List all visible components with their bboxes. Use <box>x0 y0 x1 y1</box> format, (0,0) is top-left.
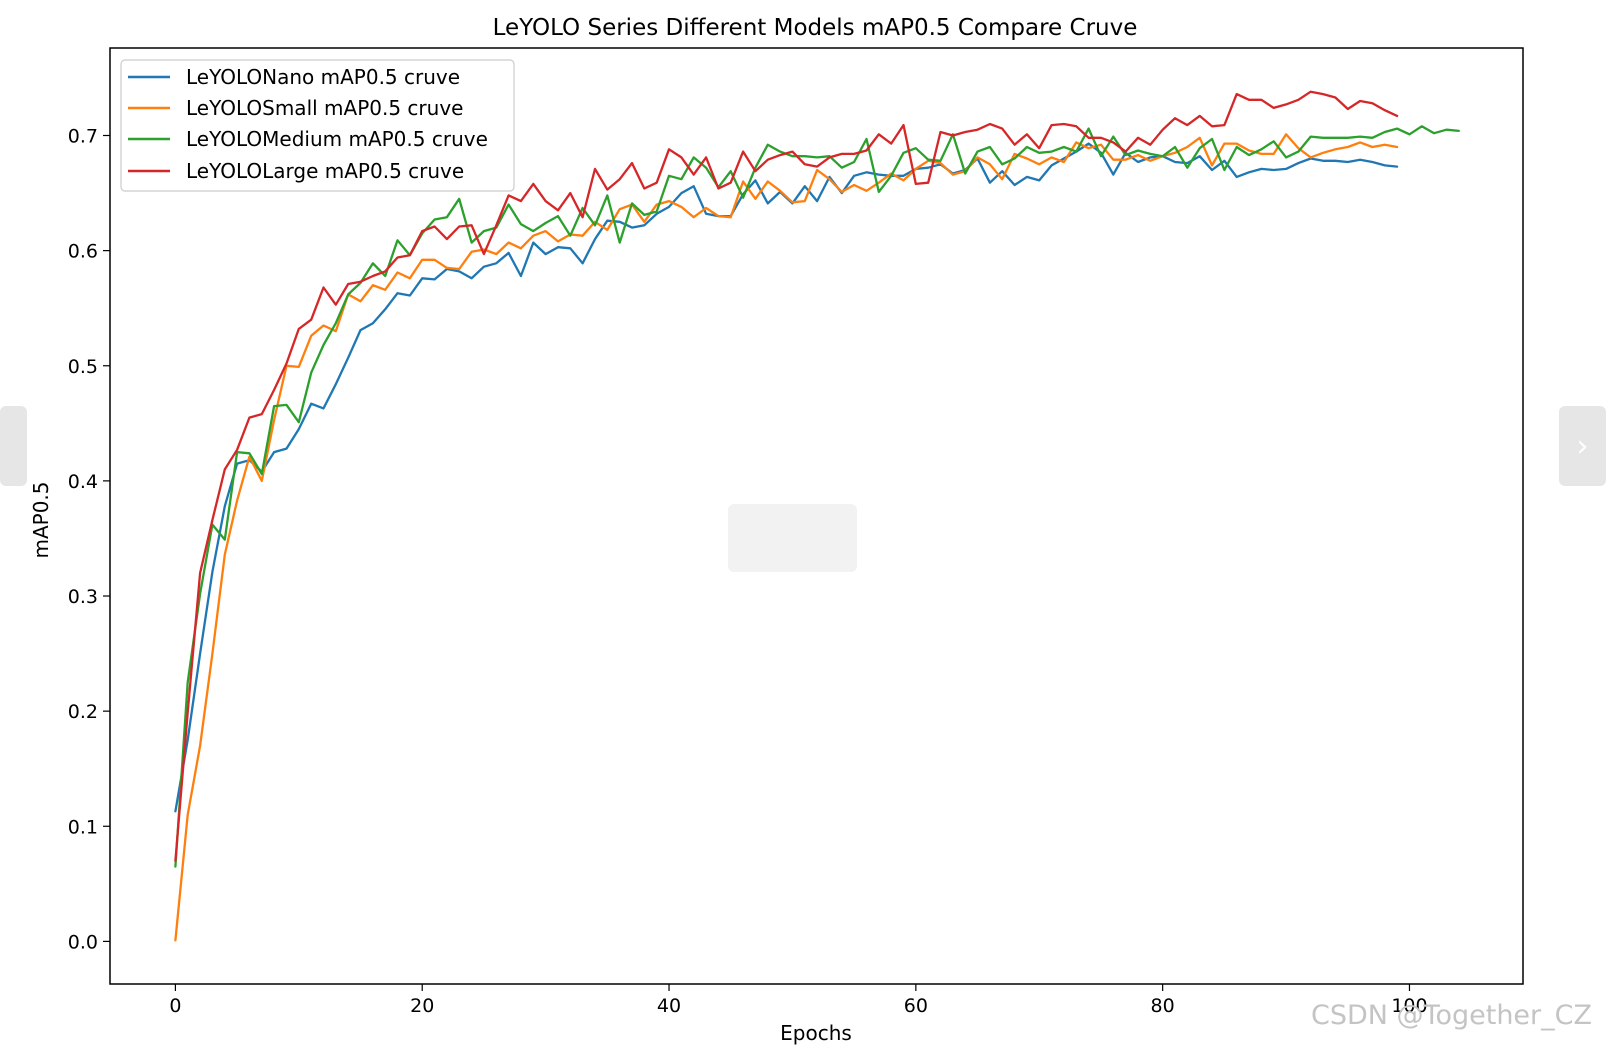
y-tick-label: 0.6 <box>68 241 98 263</box>
watermark: CSDN @Together_CZ <box>1311 1000 1592 1031</box>
series-line-3 <box>174 125 1460 868</box>
legend-entry-label: LeYOLOSmall mAP0.5 cruve <box>186 96 463 120</box>
series-line-4 <box>174 90 1399 862</box>
y-tick-label: 0.7 <box>68 125 98 147</box>
legend-entry-label: LeYOLOMedium mAP0.5 cruve <box>186 127 488 151</box>
y-tick-label: 0.5 <box>68 356 98 378</box>
series-lines <box>174 90 1460 942</box>
x-axis-label: Epochs <box>780 1021 852 1045</box>
y-tick-label: 0.4 <box>68 471 98 493</box>
chart-title: LeYOLO Series Different Models mAP0.5 Co… <box>493 15 1138 41</box>
x-tick-label: 40 <box>657 995 681 1017</box>
y-tick-label: 0.0 <box>68 931 98 953</box>
x-tick-label: 80 <box>1151 995 1175 1017</box>
series-line-2 <box>174 133 1399 942</box>
y-tick-label: 0.1 <box>68 816 98 838</box>
y-tick-label: 0.3 <box>68 586 98 608</box>
next-image-button[interactable]: › <box>1559 406 1606 486</box>
legend-box <box>120 59 515 192</box>
y-axis-label: mAP0.5 <box>29 481 53 558</box>
x-tick-label: 20 <box>410 995 434 1017</box>
x-tick-label: 100 <box>1391 995 1427 1017</box>
legend-entry-label: LeYOLOLarge mAP0.5 cruve <box>186 159 464 183</box>
legend: LeYOLONano mAP0.5 cruve LeYOLOSmall mAP0.… <box>120 59 515 192</box>
y-tick-label: 0.2 <box>68 701 98 723</box>
x-tick-label: 60 <box>904 995 928 1017</box>
prev-image-button[interactable] <box>0 406 27 486</box>
legend-entry-label: LeYOLONano mAP0.5 cruve <box>186 65 460 89</box>
chevron-right-icon: › <box>1576 428 1589 464</box>
axis-ticks: 0 20 40 60 80 100 0.0 0.1 0.2 0.3 0.4 0.5 0.6 0.7 <box>68 125 1428 1017</box>
x-tick-label: 0 <box>169 995 181 1017</box>
image-overlay-button[interactable] <box>728 504 857 572</box>
